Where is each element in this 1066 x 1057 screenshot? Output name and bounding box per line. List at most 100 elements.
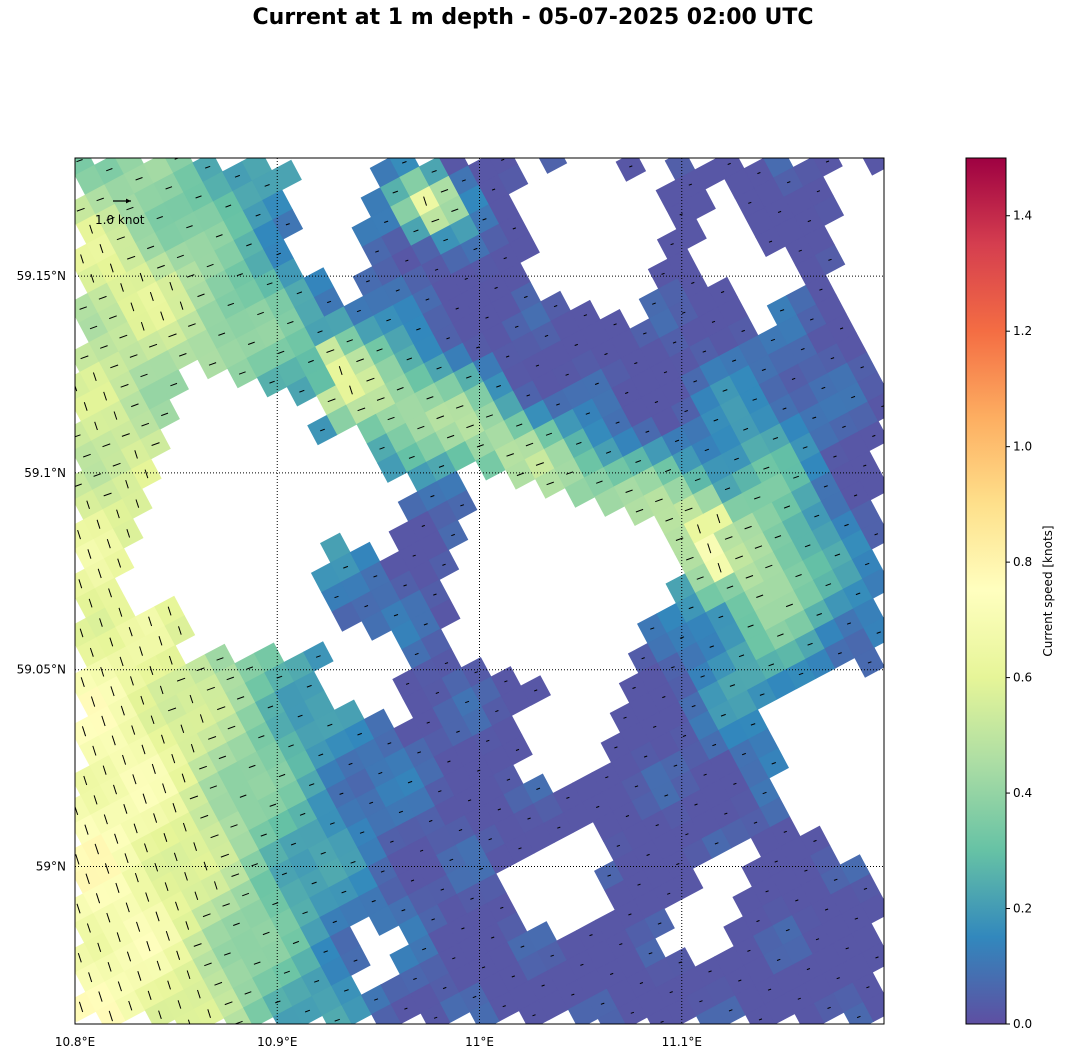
current-vector <box>114 833 119 844</box>
current-vector <box>833 878 838 881</box>
current-vector <box>266 282 273 286</box>
current-vector <box>676 863 680 866</box>
current-vector <box>128 1000 133 1011</box>
current-vector <box>311 881 317 885</box>
current-vector <box>553 305 558 308</box>
current-vector <box>688 183 692 186</box>
current-vector <box>571 993 575 996</box>
current-vector <box>99 618 103 627</box>
current-vector <box>230 824 238 828</box>
current-vector <box>317 330 323 334</box>
current-vector <box>165 930 170 941</box>
current-vector <box>635 508 644 513</box>
current-vector <box>315 655 321 658</box>
current-vector <box>772 437 779 440</box>
current-vector <box>106 216 115 221</box>
current-vector <box>786 181 791 184</box>
current-vector <box>136 921 141 932</box>
current-vector <box>495 710 499 713</box>
current-vector <box>700 675 705 678</box>
current-vector <box>290 842 297 846</box>
speed-cell <box>862 568 884 599</box>
current-vector <box>807 642 813 646</box>
current-vector <box>628 913 632 916</box>
current-vector <box>452 957 456 960</box>
current-vector <box>702 350 707 353</box>
current-vector <box>376 348 383 352</box>
current-vector <box>589 934 593 937</box>
current-vector <box>278 773 286 778</box>
current-vector <box>600 1002 605 1005</box>
current-vector <box>556 403 560 406</box>
current-vector <box>206 263 214 268</box>
current-vector <box>488 838 492 841</box>
current-vector <box>665 517 674 522</box>
current-vector <box>111 735 116 746</box>
current-vector <box>734 457 739 461</box>
current-vector <box>154 862 159 872</box>
current-vector <box>218 755 227 760</box>
current-vector <box>179 301 184 310</box>
current-vector <box>494 286 498 289</box>
current-vector <box>126 529 131 538</box>
current-vector <box>253 961 261 965</box>
current-vector <box>605 451 612 454</box>
current-vector <box>398 810 404 814</box>
current-vector <box>557 826 561 829</box>
current-vector <box>135 499 140 508</box>
current-vector <box>101 715 106 727</box>
current-vector <box>184 872 188 881</box>
current-vector <box>159 685 164 695</box>
current-vector <box>691 281 695 284</box>
speed-cell <box>867 392 884 422</box>
current-vector <box>193 842 197 851</box>
current-vector <box>501 158 505 161</box>
current-vector <box>763 466 770 470</box>
current-vector <box>777 210 782 213</box>
current-vector <box>426 396 434 400</box>
current-vector <box>103 492 112 497</box>
current-vector <box>613 323 617 326</box>
current-vector <box>426 721 430 724</box>
current-vector <box>747 949 751 952</box>
speed-cell <box>538 158 568 174</box>
current-vector <box>506 453 514 457</box>
current-vector <box>155 911 160 922</box>
current-vector <box>872 434 876 437</box>
current-vector <box>140 695 145 705</box>
current-vector <box>122 754 127 765</box>
current-vector <box>566 471 574 475</box>
current-vector <box>119 334 128 339</box>
current-vector <box>168 655 173 665</box>
current-vector <box>798 672 804 676</box>
current-vector <box>366 280 370 283</box>
lat-tick-label: 59.1°N <box>24 466 66 480</box>
speed-cell <box>812 158 843 177</box>
current-vector <box>209 785 217 789</box>
current-vector <box>125 479 129 489</box>
current-vector <box>417 425 425 430</box>
lat-tick-label: 59.05°N <box>17 663 66 677</box>
current-vector <box>765 564 773 569</box>
speed-cell <box>174 1008 203 1024</box>
current-vector <box>423 623 428 626</box>
current-vector <box>379 446 385 450</box>
current-vector <box>632 686 636 689</box>
current-vector <box>686 556 694 561</box>
current-vector <box>604 353 608 356</box>
current-vector <box>435 691 440 694</box>
current-vector <box>177 1000 182 1009</box>
current-vector <box>518 847 522 850</box>
current-vector <box>864 562 870 566</box>
current-vector <box>171 753 176 764</box>
current-vector <box>83 775 88 786</box>
current-vector <box>433 593 437 596</box>
current-vector <box>327 300 332 304</box>
current-vector <box>793 475 800 479</box>
current-vector <box>732 359 737 362</box>
speed-cell <box>863 617 884 648</box>
current-vector <box>96 519 101 529</box>
current-vector <box>141 744 146 755</box>
current-vector <box>156 216 163 220</box>
current-vector <box>455 405 464 409</box>
